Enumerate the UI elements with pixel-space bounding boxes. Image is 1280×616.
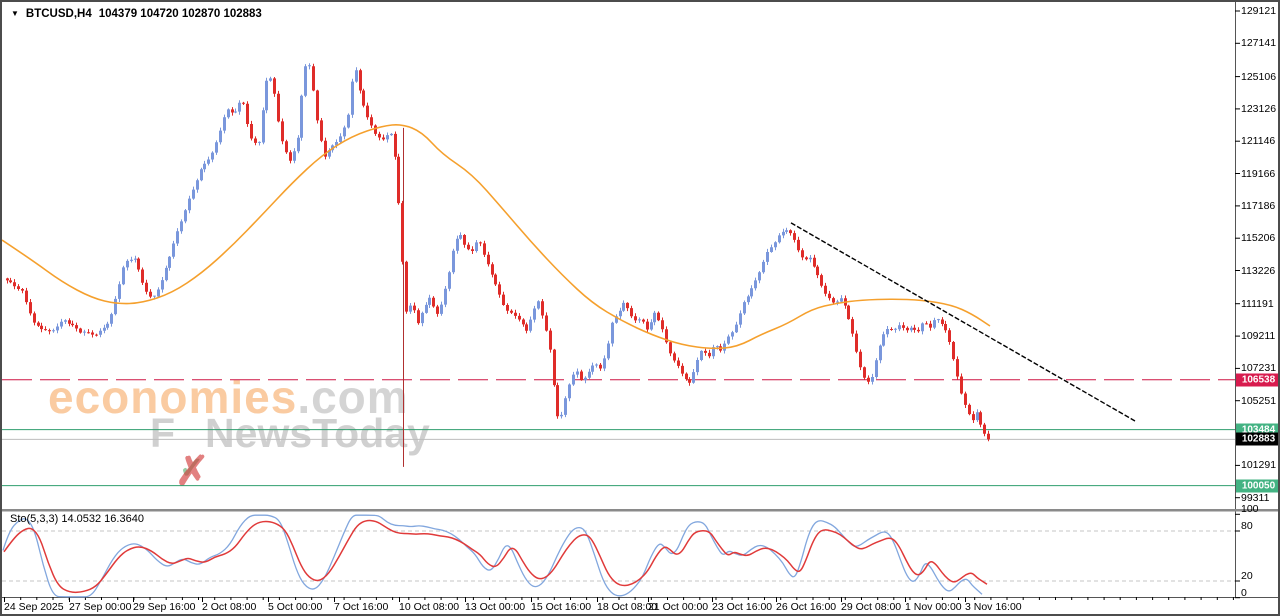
sub-axis-label: 100 [1241, 503, 1259, 516]
price-axis-label: 109211 [1241, 330, 1276, 343]
time-axis-label: 29 Sep 16:00 [133, 601, 196, 613]
stochastic-d-line [3, 519, 988, 594]
time-axis-label: 2 Oct 08:00 [202, 601, 257, 613]
price-badge-106538: 106538 [1236, 373, 1278, 387]
candles-bull [52, 65, 979, 421]
price-axis-label: 113226 [1241, 264, 1276, 277]
candles-bear [6, 66, 990, 440]
symbol-dropdown-icon[interactable]: ▼ [11, 8, 19, 18]
symbol-label: BTCUSD,H4 [25, 8, 92, 20]
ohlc-values: 104379 104720 102870 102883 [98, 8, 262, 20]
fx-check-icon: ✓ [179, 452, 205, 485]
pane-separator [2, 509, 1278, 512]
time-axis-label: 15 Oct 16:00 [531, 601, 592, 613]
time-axis-label: 7 Oct 16:00 [334, 601, 389, 613]
time-axis-label: 10 Oct 08:00 [399, 601, 460, 613]
time-axis-label: 26 Oct 16:00 [776, 601, 837, 613]
sub-axis-label: 80 [1241, 520, 1253, 532]
time-axis-label: 5 Oct 00:00 [268, 601, 323, 613]
price-axis-label: 119166 [1241, 167, 1276, 180]
watermark-tagline-prefix: F [150, 410, 176, 456]
price-axis-label: 123126 [1241, 102, 1277, 115]
price-axis-label: 107231 [1241, 362, 1277, 375]
time-axis-label: 29 Oct 08:00 [841, 601, 902, 613]
price-axis-label: 105251 [1241, 394, 1277, 407]
sub-axis-label: 0 [1241, 586, 1247, 599]
stochastic-k-line [2, 514, 983, 598]
price-badge-103484: 103484 [1236, 423, 1278, 437]
watermark-tagline-suffix: NewsToday [205, 410, 430, 456]
watermark-tagline: F ✓ ✗ NewsToday [150, 410, 430, 494]
time-axis-label: 23 Oct 16:00 [712, 601, 773, 613]
time-axis-label: 24 Sep 2025 [4, 601, 64, 613]
candles-bull-wicks [53, 63, 978, 422]
time-axis-label: 21 Oct 00:00 [648, 601, 709, 613]
price-axis-label: 99311 [1241, 491, 1270, 504]
time-axis-label: 13 Oct 00:00 [465, 601, 526, 613]
price-axis-label: 121146 [1241, 135, 1276, 148]
time-axis-label: 27 Sep 00:00 [69, 601, 132, 613]
price-axis-label: 115206 [1241, 232, 1276, 245]
time-axis-label: 1 Nov 00:00 [905, 601, 962, 613]
time-axis-label: 18 Oct 08:00 [597, 601, 658, 613]
time-axis-label: 3 Nov 16:00 [965, 601, 1022, 613]
descending-trendline [790, 222, 1136, 422]
price-axis-label: 101291 [1241, 459, 1277, 472]
price-axis-label: 125106 [1241, 70, 1277, 83]
price-axis-label: 111191 [1241, 297, 1274, 310]
price-axis-label: 117186 [1241, 199, 1276, 212]
sub-axis-label: 20 [1241, 570, 1253, 582]
price-badge-102883: 102883 [1236, 432, 1278, 446]
price-axis-label: 127141 [1241, 37, 1277, 50]
title-bar: ▼ BTCUSD,H4 104379 104720 102870 102883 [11, 8, 262, 20]
moving-average-line [2, 124, 991, 350]
price-axis-label: 129121 [1241, 5, 1277, 17]
price-badge-100050: 100050 [1236, 479, 1278, 493]
indicator-label: Sto(5,3,3) 14.0532 16.3640 [10, 513, 144, 525]
fx-cross-icon: ✗ [175, 448, 210, 494]
